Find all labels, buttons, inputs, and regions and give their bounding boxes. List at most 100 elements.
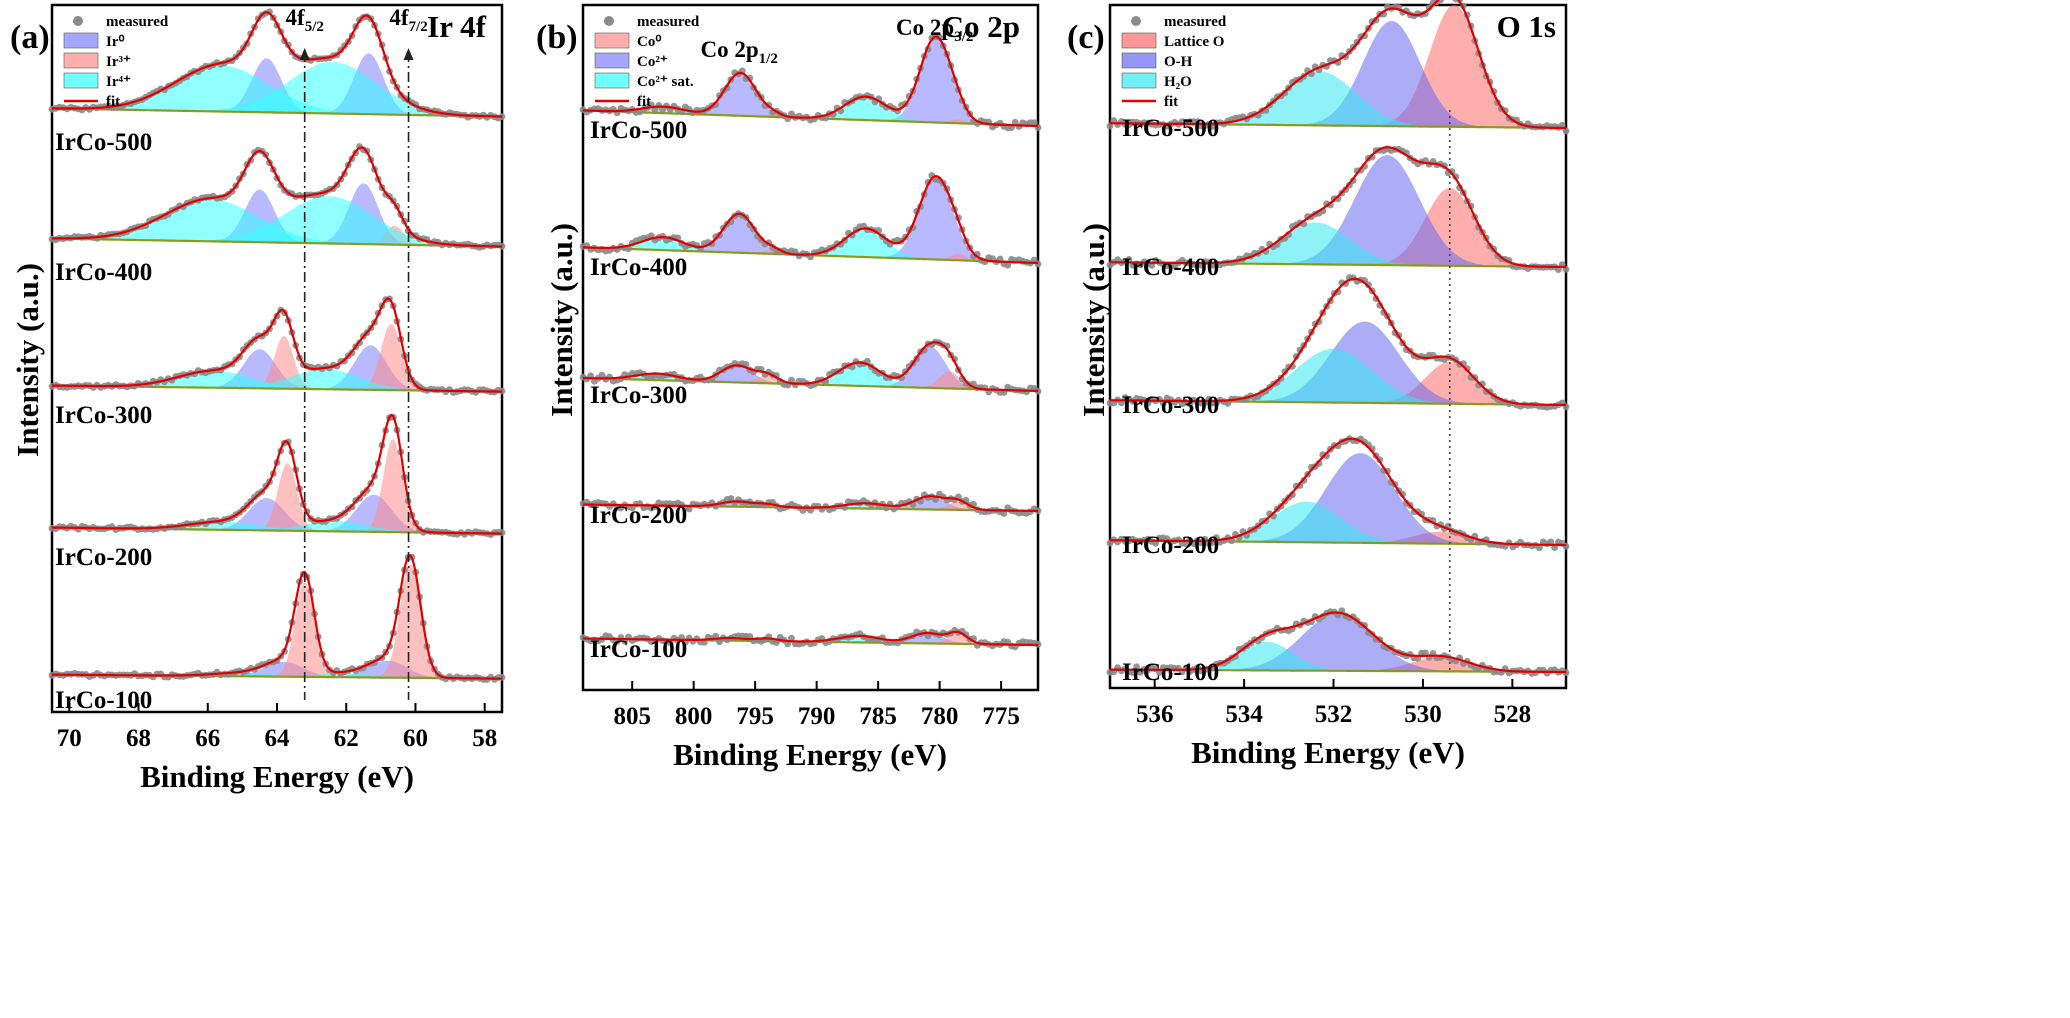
- measured-point: [1422, 649, 1429, 657]
- legend-marker: [73, 16, 83, 26]
- x-tick-label: 534: [1225, 701, 1263, 728]
- x-tick-label: 68: [126, 725, 151, 752]
- annotation-sub: 5/2: [305, 19, 324, 35]
- measured-point: [666, 639, 674, 647]
- peak-annotation: 4f5/2: [286, 5, 324, 35]
- panel-3: IrCo-500 IrCo-400 IrCo-300 IrCo-200 IrCo-100…: [1067, 0, 1570, 770]
- measured-point: [727, 495, 735, 502]
- legend-label: Ir⁰: [106, 34, 125, 50]
- x-tick-label: 536: [1136, 701, 1174, 728]
- fit-line: [583, 495, 1038, 513]
- component-peak: [52, 369, 502, 392]
- peak-annotation: Co 2p3/2: [896, 15, 973, 45]
- legend-patch: [63, 72, 99, 89]
- component-peak: [52, 521, 502, 534]
- sample-label: IrCo-100: [1122, 659, 1219, 686]
- legend-label: Co²⁺ sat.: [637, 74, 694, 90]
- sample-label: IrCo-300: [590, 382, 687, 409]
- component-peak: [52, 199, 502, 247]
- spectrum-IrCo-300: IrCo-300: [579, 338, 1042, 409]
- measured-point: [788, 634, 795, 642]
- panel-1: IrCo-500 IrCo-400 IrCo-300 IrCo-200 IrCo-100…: [10, 3, 506, 794]
- component-peak: [52, 335, 502, 392]
- legend-label: H₂O: [1164, 74, 1192, 90]
- fit-line: [1110, 437, 1566, 547]
- spectrum-IrCo-100: IrCo-100: [48, 553, 506, 714]
- component-peak: [583, 176, 1038, 263]
- peak-annotation: 4f7/2: [389, 5, 427, 35]
- legend-marker: [1131, 16, 1141, 26]
- component-peak: [52, 58, 502, 117]
- measured-point: [1106, 122, 1114, 130]
- sample-label: IrCo-200: [590, 502, 687, 529]
- measured-point: [498, 674, 506, 681]
- sample-label: IrCo-400: [1122, 254, 1219, 281]
- plot-frame: [581, 3, 1040, 692]
- x-tick-label: 795: [736, 703, 774, 730]
- component-peak: [1110, 4, 1566, 128]
- component-peak: [1110, 71, 1566, 128]
- fit-line: [1110, 146, 1566, 269]
- x-tick-label: 60: [403, 725, 428, 752]
- component-peak: [583, 633, 1038, 645]
- y-axis-label: Intensity (a.u.): [1076, 223, 1111, 417]
- x-tick-label: 805: [613, 703, 651, 730]
- spectrum-IrCo-400: IrCo-400: [48, 143, 506, 286]
- x-tick-label: 62: [334, 725, 359, 752]
- legend-label: fit: [637, 94, 651, 110]
- x-tick-label: 800: [675, 703, 713, 730]
- fit-line: [51, 297, 502, 393]
- legend-patch: [594, 72, 630, 89]
- legend-patch: [1121, 72, 1157, 89]
- measured-point: [1365, 281, 1372, 289]
- legend-label: Lattice O: [1164, 34, 1224, 50]
- fit-line: [1110, 611, 1566, 674]
- measured-point: [1133, 663, 1140, 671]
- legend: measured Lattice O O-H H₂O fit: [1121, 14, 1227, 110]
- legend-label: fit: [106, 94, 120, 110]
- spectrum-IrCo-200: IrCo-200: [1106, 435, 1570, 559]
- y-axis-label: Intensity (a.u.): [544, 223, 579, 417]
- spectrum-IrCo-400: IrCo-400: [579, 172, 1042, 281]
- panel-title: Co 2p: [942, 9, 1020, 44]
- legend-patch: [1121, 52, 1157, 69]
- measured-point: [1129, 669, 1137, 676]
- panel-title: Ir 4f: [427, 9, 487, 44]
- legend-label: measured: [637, 14, 700, 30]
- x-tick-label: 528: [1494, 701, 1532, 728]
- legend-label: measured: [1164, 14, 1227, 30]
- annotation-sub: 3/2: [954, 29, 973, 45]
- x-tick-label: 780: [921, 703, 959, 730]
- x-tick-label: 785: [859, 703, 897, 730]
- legend-marker: [604, 16, 614, 26]
- spectrum-IrCo-100: IrCo-100: [579, 626, 1042, 663]
- measured-point: [1536, 544, 1543, 552]
- measured-point: [1030, 119, 1038, 127]
- legend-label: Ir³⁺: [106, 54, 131, 70]
- x-axis-label: Binding Energy (eV): [140, 759, 414, 794]
- x-tick-label: 532: [1315, 701, 1353, 728]
- component-peak: [1110, 222, 1566, 267]
- sample-label: IrCo-400: [590, 254, 687, 281]
- fit-line: [583, 630, 1038, 647]
- x-tick-label: 790: [798, 703, 836, 730]
- fit-line: [1110, 277, 1566, 407]
- fit-line: [52, 554, 502, 680]
- legend-patch: [594, 52, 630, 69]
- component-peak: [52, 323, 502, 392]
- x-axis-label: Binding Energy (eV): [673, 737, 947, 772]
- fit-line: [1110, 0, 1566, 130]
- annotation-sub: 1/2: [759, 51, 778, 67]
- component-peak: [1110, 361, 1566, 405]
- sample-label: IrCo-500: [55, 129, 152, 156]
- sample-label: IrCo-100: [590, 636, 687, 663]
- component-peak: [1110, 348, 1566, 405]
- fit-line: [583, 341, 1039, 393]
- fit-line: [582, 35, 1039, 128]
- fit-line: [51, 413, 502, 535]
- x-tick-label: 775: [982, 703, 1020, 730]
- x-tick-label: 64: [265, 725, 291, 752]
- measured-point: [1125, 256, 1133, 263]
- spectrum-IrCo-300: IrCo-300: [1106, 274, 1570, 419]
- component-peak: [1110, 453, 1566, 545]
